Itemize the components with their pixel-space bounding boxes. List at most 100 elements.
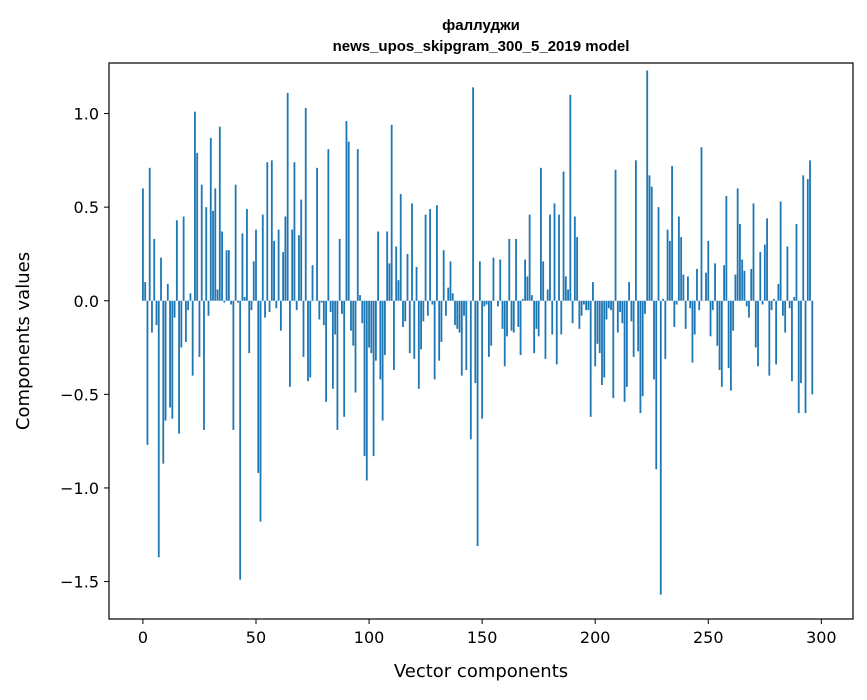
bar [560, 301, 562, 335]
bar [793, 297, 795, 301]
x-tick-label: 100 [354, 628, 385, 647]
bar [578, 301, 580, 329]
bar [576, 237, 578, 301]
bar [536, 301, 538, 329]
bar [142, 188, 144, 300]
bar [766, 218, 768, 300]
x-tick-label: 200 [580, 628, 611, 647]
bar [178, 301, 180, 434]
bar [361, 301, 363, 323]
bar [228, 250, 230, 301]
bar [529, 215, 531, 301]
bar [332, 301, 334, 389]
bar [257, 301, 259, 473]
bar [420, 301, 422, 350]
bar [305, 108, 307, 301]
bar [506, 301, 508, 337]
bar [655, 301, 657, 469]
bar [280, 301, 282, 331]
bar [746, 301, 748, 307]
bar [452, 293, 454, 300]
bar [287, 93, 289, 301]
bar [488, 301, 490, 357]
bar [689, 301, 691, 308]
bar [341, 301, 343, 314]
bar [239, 301, 241, 580]
bar [429, 209, 431, 301]
bar [398, 280, 400, 301]
bar [601, 301, 603, 385]
bar [653, 301, 655, 380]
bar [737, 188, 739, 300]
bar [393, 301, 395, 370]
bar [373, 301, 375, 456]
bar [443, 250, 445, 301]
bar [707, 241, 709, 301]
bar [612, 301, 614, 398]
bar [599, 301, 601, 353]
bar [701, 147, 703, 301]
y-axis-label: Components values [13, 252, 34, 430]
bar [327, 149, 329, 301]
bar [807, 179, 809, 301]
bar [318, 301, 320, 320]
bar [592, 282, 594, 301]
bar [719, 301, 721, 370]
bar [151, 301, 153, 333]
bar [474, 301, 476, 383]
bar [692, 301, 694, 363]
bar [773, 299, 775, 301]
bar [169, 301, 171, 408]
bar [156, 301, 158, 325]
bar [411, 203, 413, 300]
bar [739, 224, 741, 301]
bar [517, 301, 519, 327]
bar [359, 295, 361, 301]
bar [669, 241, 671, 301]
bar [298, 235, 300, 301]
bar [624, 301, 626, 402]
bar [531, 295, 533, 301]
bar [368, 301, 370, 348]
bar [253, 261, 255, 300]
bar [289, 301, 291, 387]
bar [454, 301, 456, 325]
bar [572, 301, 574, 323]
bar [660, 301, 662, 595]
bar [796, 224, 798, 301]
bar [291, 230, 293, 301]
bar [565, 276, 567, 300]
bar [203, 301, 205, 430]
bar [219, 127, 221, 301]
bar [698, 301, 700, 310]
bar [615, 170, 617, 301]
bar [343, 301, 345, 417]
x-axis-label: Vector components [394, 661, 568, 682]
bar [149, 168, 151, 301]
bar [574, 217, 576, 301]
x-tick-label: 250 [693, 628, 724, 647]
bar [422, 301, 424, 322]
bar [540, 168, 542, 301]
bar [802, 175, 804, 300]
bar [522, 299, 524, 301]
bar [635, 160, 637, 300]
x-tick-label: 150 [467, 628, 498, 647]
bar [375, 301, 377, 361]
bar [728, 301, 730, 368]
bar [497, 301, 499, 307]
bar [251, 301, 253, 310]
y-tick-label: −1.0 [60, 479, 99, 498]
bar [246, 209, 248, 301]
bar [554, 203, 556, 300]
bar [633, 301, 635, 357]
bar [321, 301, 323, 303]
bar [205, 207, 207, 301]
bar [463, 301, 465, 316]
bar [809, 160, 811, 300]
bar [255, 230, 257, 301]
bar [658, 207, 660, 301]
bar [144, 282, 146, 301]
